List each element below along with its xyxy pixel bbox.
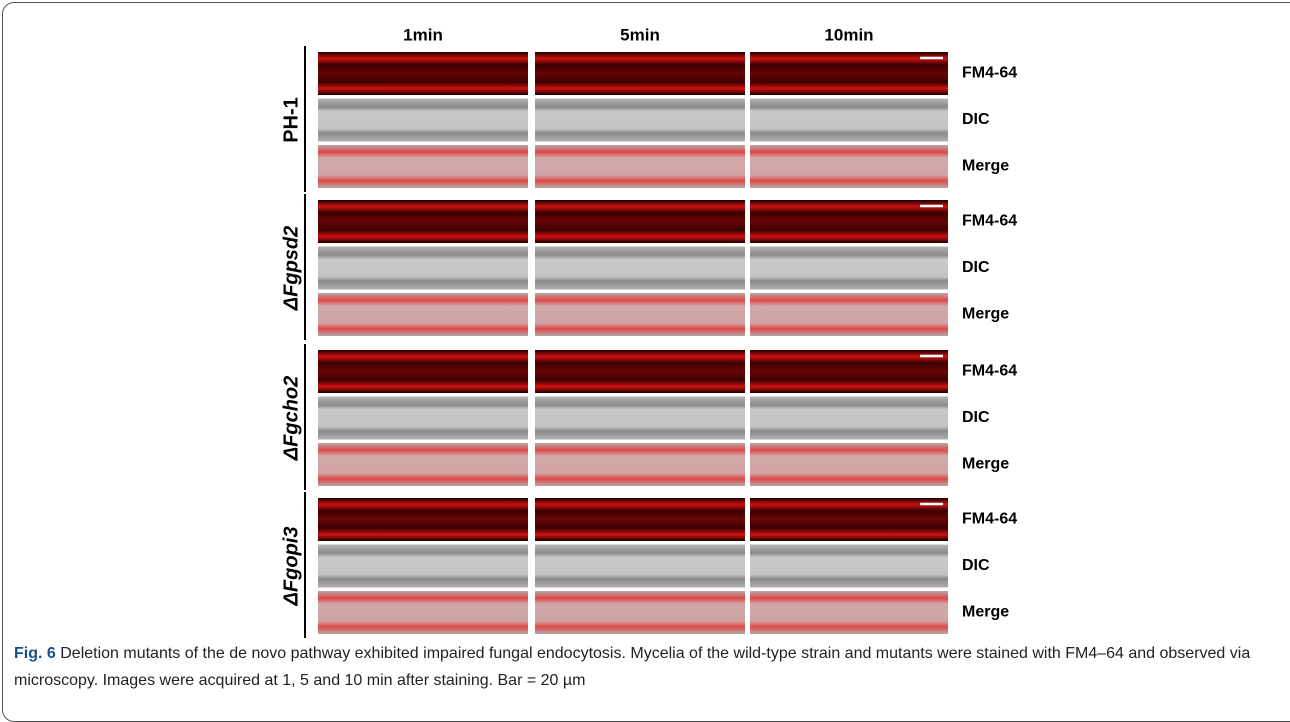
micrograph	[318, 591, 528, 634]
micrograph	[535, 443, 745, 486]
micrograph	[750, 545, 948, 588]
caption-text: Deletion mutants of the de novo pathway …	[14, 645, 1250, 689]
row-label: FM4-64	[962, 511, 1017, 528]
micrograph	[318, 293, 528, 336]
micrograph	[318, 200, 528, 243]
group-label: ΔFgcho2	[280, 376, 302, 462]
micrograph	[750, 397, 948, 440]
micrograph	[318, 350, 528, 393]
micrograph	[535, 545, 745, 588]
micrograph	[535, 350, 745, 393]
group-label: ΔFgopi3	[280, 527, 302, 607]
row-label: Merge	[962, 306, 1009, 323]
micrograph	[750, 350, 948, 393]
group-label: ΔFgpsd2	[280, 226, 302, 312]
row-label: Merge	[962, 158, 1009, 175]
row-label: Merge	[962, 456, 1009, 473]
row-label: FM4-64	[962, 65, 1017, 82]
column-header: 5min	[620, 25, 660, 44]
micrograph	[535, 397, 745, 440]
micrograph	[750, 200, 948, 243]
micrograph	[750, 498, 948, 541]
micrograph	[535, 145, 745, 188]
micrograph	[535, 200, 745, 243]
page: 1min 5min 10min PH-1 FM4-64 DIC Merge ΔFgpsd2 FM…	[0, 0, 1290, 704]
row-label: DIC	[962, 409, 990, 426]
row-label: DIC	[962, 259, 990, 276]
micrograph	[318, 99, 528, 142]
micrograph	[750, 145, 948, 188]
micrograph	[535, 498, 745, 541]
micrograph	[318, 145, 528, 188]
caption: Fig. 6 Deletion mutants of the de novo p…	[14, 640, 1264, 694]
micrograph	[318, 397, 528, 440]
caption-label: Fig. 6	[14, 645, 56, 662]
micrograph	[318, 545, 528, 588]
micrograph	[750, 591, 948, 634]
micrograph	[750, 293, 948, 336]
micrograph	[535, 293, 745, 336]
micrograph	[535, 99, 745, 142]
micrograph	[318, 498, 528, 541]
micrograph	[318, 52, 528, 95]
micrograph	[318, 247, 528, 290]
group-label: PH-1	[280, 97, 302, 143]
micrograph	[318, 443, 528, 486]
row-label: Merge	[962, 604, 1009, 621]
micrograph	[535, 591, 745, 634]
figure: 1min 5min 10min PH-1 FM4-64 DIC Merge ΔFgpsd2 FM…	[0, 0, 1290, 640]
micrograph	[750, 52, 948, 95]
micrograph	[535, 247, 745, 290]
column-header: 10min	[824, 25, 873, 44]
column-header: 1min	[403, 25, 443, 44]
row-label: DIC	[962, 111, 990, 128]
row-label: FM4-64	[962, 213, 1017, 230]
micrograph	[750, 99, 948, 142]
micrograph	[535, 52, 745, 95]
row-label: FM4-64	[962, 363, 1017, 380]
row-label: DIC	[962, 557, 990, 574]
micrograph	[750, 247, 948, 290]
micrograph	[750, 443, 948, 486]
